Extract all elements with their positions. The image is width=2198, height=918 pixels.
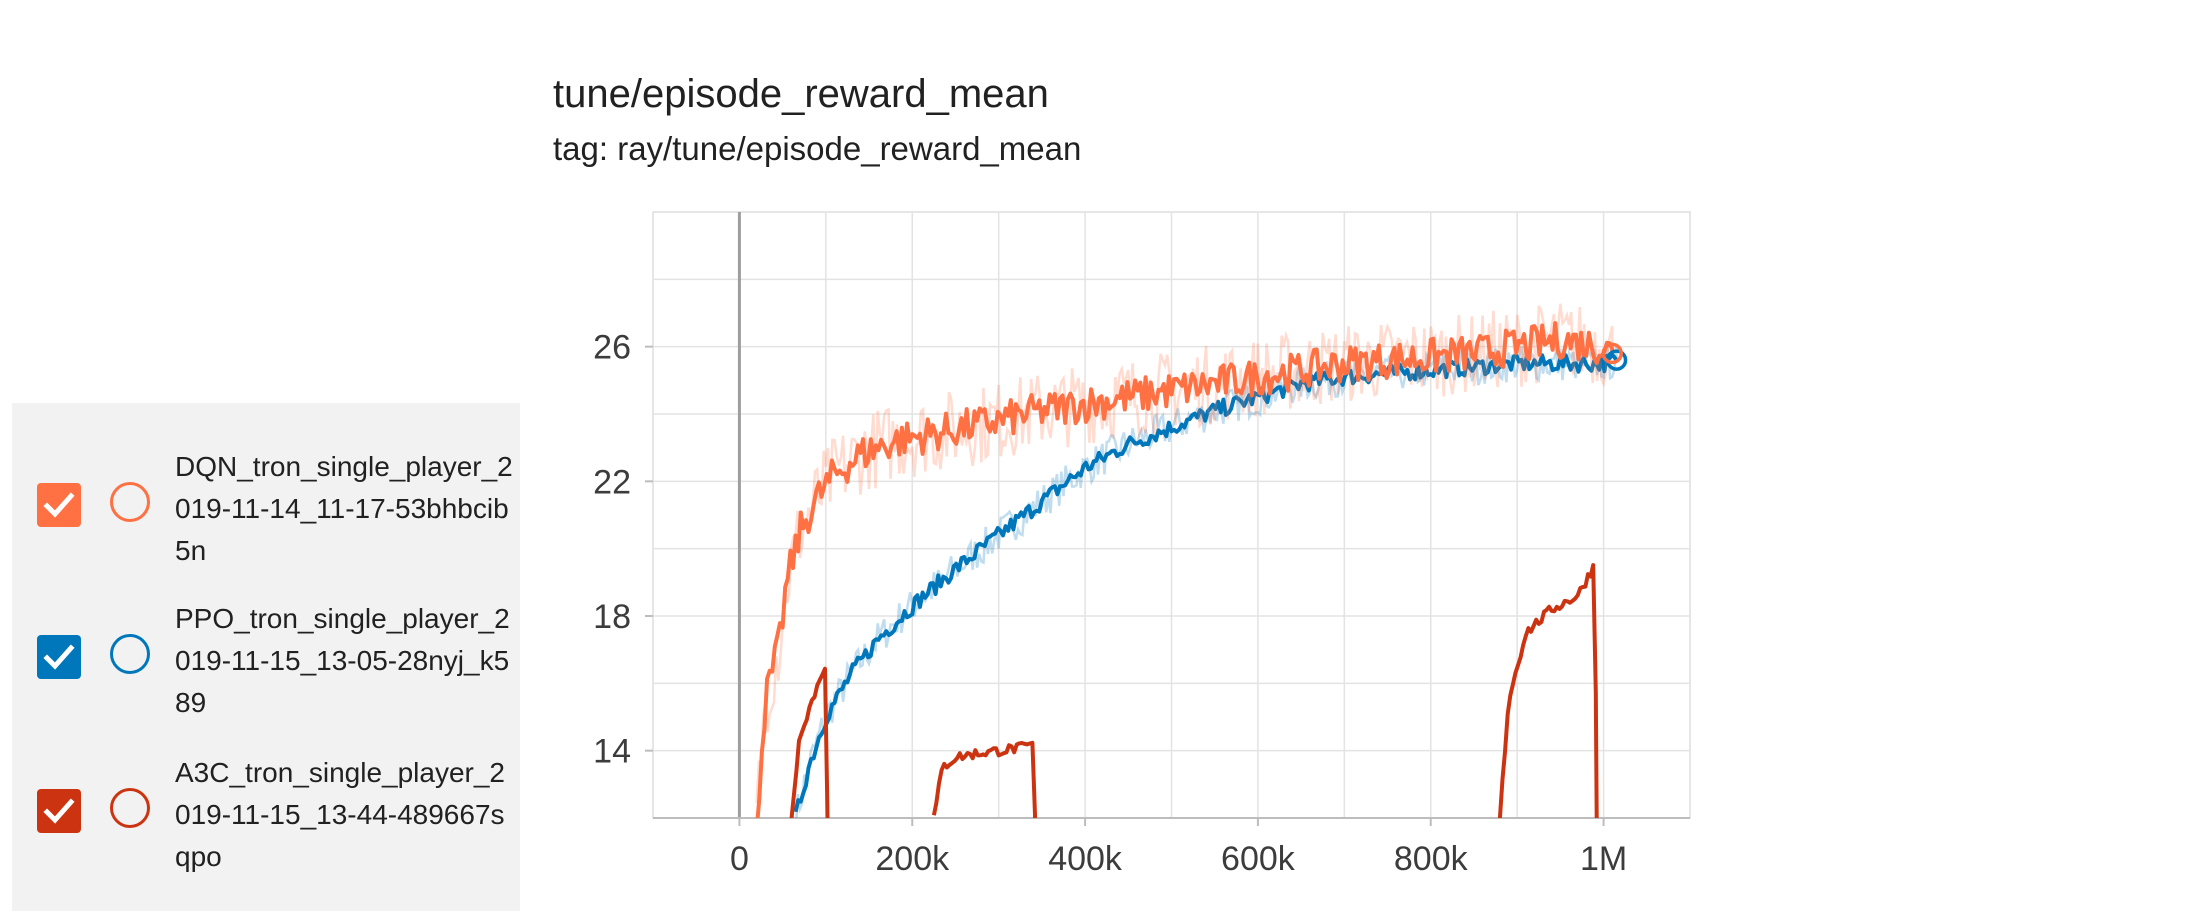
grid bbox=[652, 211, 1691, 819]
y-tick-label: 22 bbox=[593, 463, 631, 501]
checkbox-a3c[interactable] bbox=[37, 789, 81, 833]
legend-panel: DQN_tron_single_player_2019-11-14_11-17-… bbox=[12, 403, 520, 911]
a3c-series-segment-2 bbox=[1497, 563, 1599, 818]
x-tick-label: 1M bbox=[1580, 840, 1627, 878]
x-tick-label: 400k bbox=[1048, 840, 1123, 878]
dqn-series-line bbox=[755, 321, 1615, 818]
series-color-circle-icon[interactable] bbox=[110, 634, 150, 674]
chart-title: tune/episode_reward_mean bbox=[553, 72, 1049, 116]
legend-item-ppo[interactable]: PPO_tron_single_player_2019-11-15_13-05-… bbox=[12, 573, 520, 723]
legend-item-a3c[interactable]: A3C_tron_single_player_2019-11-15_13-44-… bbox=[12, 727, 520, 877]
checkbox-ppo[interactable] bbox=[37, 635, 81, 679]
a3c-series-segment-0 bbox=[789, 666, 830, 818]
checkbox-dqn[interactable] bbox=[37, 483, 81, 527]
legend-label: A3C_tron_single_player_2019-11-15_13-44-… bbox=[175, 757, 505, 872]
x-tick-label: 0 bbox=[730, 840, 749, 878]
axis-ticks: 0 200k 400k 600k 800k 1M 14 18 22 26 bbox=[593, 329, 1627, 878]
series-end-marker bbox=[1601, 342, 1623, 365]
y-tick-label: 14 bbox=[593, 733, 631, 771]
chart-subtitle: tag: ray/tune/episode_reward_mean bbox=[553, 130, 1082, 167]
y-tick-label: 18 bbox=[593, 598, 631, 636]
a3c-series-segment-1 bbox=[931, 740, 1037, 818]
series-color-circle-icon[interactable] bbox=[110, 788, 150, 828]
legend-label: DQN_tron_single_player_2019-11-14_11-17-… bbox=[175, 451, 513, 566]
x-tick-label: 600k bbox=[1221, 840, 1296, 878]
checkmark-icon bbox=[43, 492, 75, 518]
x-tick-label: 800k bbox=[1394, 840, 1469, 878]
legend-label: PPO_tron_single_player_2019-11-15_13-05-… bbox=[175, 603, 510, 718]
checkmark-icon bbox=[43, 644, 75, 670]
series-color-circle-icon[interactable] bbox=[110, 482, 150, 522]
legend-item-dqn[interactable]: DQN_tron_single_player_2019-11-14_11-17-… bbox=[12, 421, 520, 571]
series-lines bbox=[755, 303, 1628, 818]
y-tick-label: 26 bbox=[593, 329, 631, 367]
chart-plot[interactable]: 0 200k 400k 600k 800k 1M 14 18 22 26 bbox=[520, 190, 1700, 910]
ppo-series-line bbox=[793, 352, 1619, 813]
x-tick-label: 200k bbox=[875, 840, 950, 878]
checkmark-icon bbox=[43, 798, 75, 824]
